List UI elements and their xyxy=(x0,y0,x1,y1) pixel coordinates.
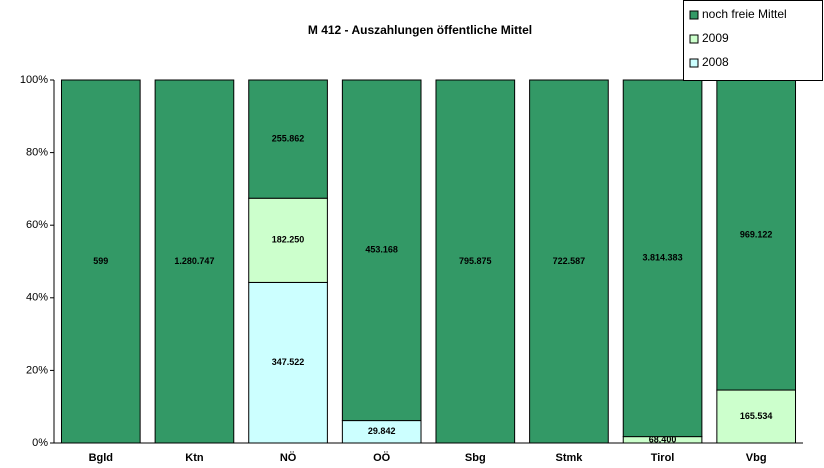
data-label: 1.280.747 xyxy=(174,256,214,266)
x-tick-label: Ktn xyxy=(185,452,204,464)
legend-label: 2008 xyxy=(702,55,729,69)
y-tick-label: 60% xyxy=(26,219,48,231)
bar-segment xyxy=(341,79,422,422)
legend-swatch xyxy=(689,10,699,20)
y-tick-label: 100% xyxy=(20,74,48,86)
data-label: 255.862 xyxy=(272,133,305,143)
data-label: 165.534 xyxy=(740,411,773,421)
y-tick-label: 0% xyxy=(32,437,48,449)
x-tick-label: Tirol xyxy=(651,452,675,464)
data-label: 347.522 xyxy=(272,357,305,367)
legend-label: noch freie Mittel xyxy=(702,7,787,21)
y-tick-label: 20% xyxy=(26,364,48,376)
data-label: 722.587 xyxy=(553,256,586,266)
y-tick-label: 80% xyxy=(26,147,48,159)
data-label: 969.122 xyxy=(740,229,773,239)
bar-segment xyxy=(622,79,703,438)
legend-swatch xyxy=(689,58,699,68)
bar-segment xyxy=(154,79,235,444)
x-tick-label: NÖ xyxy=(280,451,297,464)
data-label: 795.875 xyxy=(459,256,492,266)
data-label: 3.814.383 xyxy=(643,253,683,263)
data-label: 453.168 xyxy=(365,245,398,255)
y-tick-label: 40% xyxy=(26,292,48,304)
x-tick-label: Vbg xyxy=(746,452,767,464)
x-tick-label: OÖ xyxy=(373,451,391,464)
legend-label: 2009 xyxy=(702,31,729,45)
data-label: 68.400 xyxy=(649,434,677,444)
data-label: 599 xyxy=(93,256,108,266)
bar-segment xyxy=(248,79,328,199)
bar-segment xyxy=(248,281,328,444)
bar-segment xyxy=(529,79,609,444)
data-label: 182.250 xyxy=(272,235,305,245)
x-tick-label: Stmk xyxy=(555,452,583,464)
bar-segment xyxy=(716,389,797,444)
x-tick-label: Sbg xyxy=(465,452,486,464)
bar-segment xyxy=(60,79,141,444)
bar-segment xyxy=(248,197,328,283)
x-tick-label: Bgld xyxy=(89,452,113,464)
bar-segment xyxy=(435,79,516,444)
data-label: 29.842 xyxy=(368,426,396,436)
chart-title: M 412 - Auszahlungen öffentliche Mittel xyxy=(308,23,532,37)
legend-swatch xyxy=(689,34,699,44)
legend-box xyxy=(683,0,823,81)
